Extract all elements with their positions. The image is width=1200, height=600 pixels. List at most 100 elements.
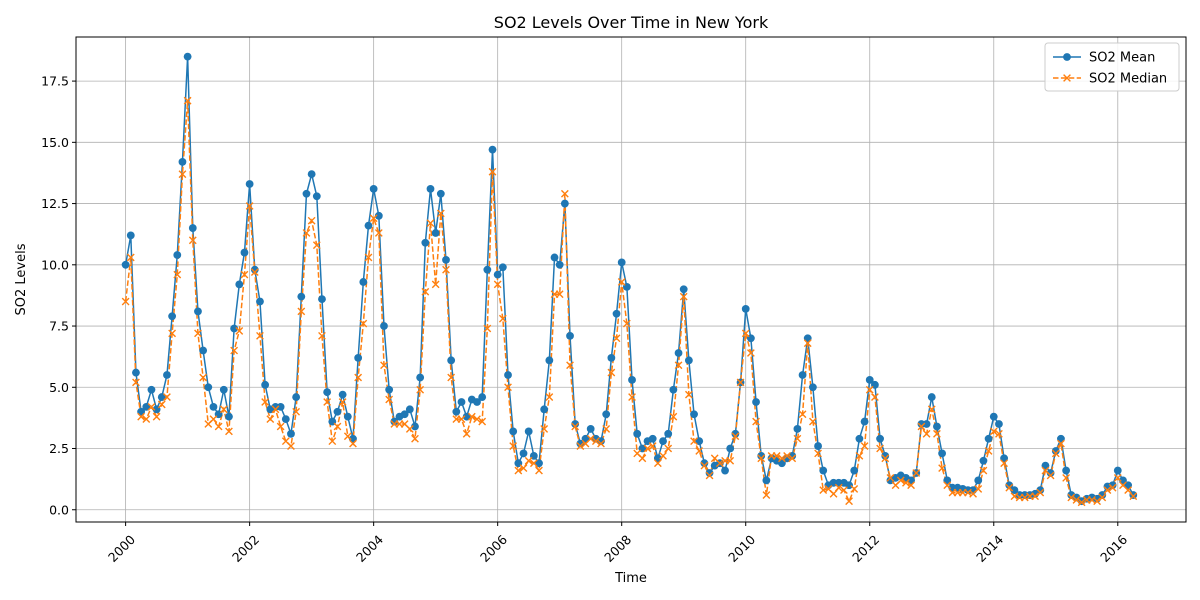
median-point bbox=[442, 265, 450, 274]
mean-point bbox=[1119, 476, 1127, 485]
mean-point bbox=[633, 429, 642, 438]
median-point bbox=[855, 451, 864, 460]
median-point bbox=[628, 393, 636, 401]
mean-point bbox=[788, 451, 797, 460]
median-point bbox=[1031, 492, 1040, 501]
median-point bbox=[638, 454, 647, 463]
mean-point bbox=[943, 476, 952, 485]
mean-point bbox=[509, 427, 518, 436]
x-tick-label: 2008 bbox=[601, 532, 634, 565]
median-point bbox=[183, 96, 192, 105]
mean-point bbox=[504, 371, 512, 379]
median-point bbox=[555, 290, 564, 299]
plot-frame bbox=[75, 36, 1187, 523]
mean-point bbox=[679, 285, 688, 294]
median-point bbox=[1093, 497, 1102, 506]
mean-point bbox=[545, 356, 554, 365]
median-point bbox=[302, 229, 311, 237]
mean-point bbox=[524, 427, 533, 436]
mean-point bbox=[498, 263, 507, 272]
median-point bbox=[1077, 498, 1086, 507]
legend-marker bbox=[1063, 74, 1071, 82]
median-point bbox=[436, 209, 445, 218]
mean-point bbox=[178, 158, 187, 166]
median-point bbox=[188, 236, 197, 245]
median-point bbox=[984, 447, 993, 455]
median-point bbox=[664, 444, 673, 453]
mean-point bbox=[281, 415, 290, 424]
mean-point bbox=[684, 356, 693, 365]
median-point bbox=[426, 219, 435, 228]
median-point bbox=[1129, 492, 1138, 501]
mean-point bbox=[648, 434, 657, 443]
mean-point bbox=[219, 385, 228, 394]
mean-point bbox=[664, 429, 673, 438]
x-tick-label: 2010 bbox=[725, 532, 758, 565]
mean-point bbox=[230, 324, 239, 333]
median-point bbox=[591, 437, 600, 446]
mean-point bbox=[452, 407, 461, 416]
median-point bbox=[411, 434, 419, 443]
median-point bbox=[498, 314, 507, 323]
median-point bbox=[1005, 483, 1014, 492]
median-point bbox=[312, 241, 321, 250]
median-point bbox=[881, 454, 890, 463]
mean-point bbox=[757, 451, 766, 460]
median-point bbox=[121, 297, 130, 306]
median-point bbox=[271, 405, 280, 414]
mean-point bbox=[922, 420, 931, 428]
median-point bbox=[995, 429, 1003, 438]
median-point bbox=[943, 481, 952, 490]
mean-point bbox=[933, 422, 941, 431]
median-point bbox=[902, 478, 910, 487]
median-point bbox=[571, 422, 580, 431]
median-point bbox=[715, 459, 724, 468]
median-point bbox=[307, 216, 316, 225]
mean-point bbox=[173, 251, 182, 259]
median-point bbox=[896, 476, 905, 485]
mean-point bbox=[540, 405, 549, 414]
mean-point bbox=[276, 402, 285, 411]
mean-point bbox=[555, 260, 564, 269]
mean-point bbox=[628, 376, 636, 384]
mean-point bbox=[374, 211, 383, 220]
median-point bbox=[163, 393, 171, 401]
mean-point bbox=[183, 52, 192, 61]
median-point bbox=[431, 280, 440, 289]
mean-point bbox=[659, 437, 667, 446]
mean-point bbox=[132, 368, 140, 377]
mean-point bbox=[690, 410, 698, 419]
mean-point bbox=[855, 434, 864, 443]
mean-point bbox=[462, 412, 471, 421]
median-point bbox=[917, 422, 926, 431]
median-point bbox=[385, 395, 394, 404]
x-tick-label: 2014 bbox=[973, 532, 1006, 565]
mean-point bbox=[333, 407, 342, 416]
x-tick-label: 2012 bbox=[849, 532, 882, 565]
mean-point bbox=[586, 425, 595, 433]
y-tick-label: 12.5 bbox=[41, 196, 69, 211]
median-point bbox=[788, 454, 797, 463]
mean-point bbox=[312, 192, 321, 201]
median-point bbox=[152, 412, 161, 421]
mean-point bbox=[876, 434, 884, 443]
median-point bbox=[467, 412, 476, 421]
mean-point bbox=[287, 429, 295, 438]
median-point bbox=[266, 415, 275, 424]
legend-label: SO2 Mean bbox=[1089, 51, 1155, 66]
mean-point bbox=[147, 385, 156, 394]
median-point bbox=[364, 253, 373, 262]
mean-point bbox=[390, 417, 399, 426]
mean-point bbox=[168, 312, 177, 321]
median-point bbox=[566, 361, 574, 370]
median-point bbox=[168, 329, 177, 338]
median-point bbox=[493, 280, 502, 289]
y-tick-label: 17.5 bbox=[41, 74, 69, 89]
mean-point bbox=[359, 278, 368, 286]
mean-point bbox=[803, 334, 812, 343]
mean-point bbox=[752, 398, 760, 406]
mean-point bbox=[442, 256, 450, 264]
median-point bbox=[240, 270, 249, 279]
mean-point bbox=[1010, 486, 1019, 495]
median-point bbox=[1046, 471, 1055, 480]
